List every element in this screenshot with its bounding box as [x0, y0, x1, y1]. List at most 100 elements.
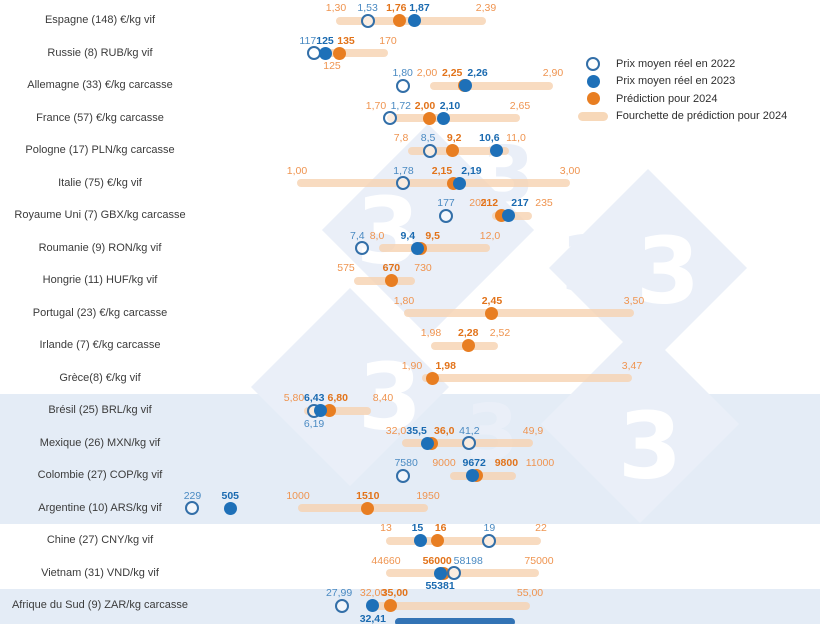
- legend-icon-wrap: [578, 56, 608, 71]
- chart-row: Italie (75) €/kg vif 1,00 3,00 1,78 2,15 2,19: [0, 164, 820, 200]
- value-label-2022: 8,5: [420, 132, 436, 145]
- value-label-2024: 35,00: [381, 587, 408, 600]
- dot-2024: [485, 306, 499, 320]
- dot-2022-open: [335, 598, 350, 613]
- watermark-glyph: 3: [635, 217, 701, 325]
- chart-row: Russie (8) RUB/kg vif 125 170 117 135 125: [0, 34, 820, 73]
- value-label-2024: 670: [382, 262, 401, 275]
- value-label-2023: 32,41: [359, 612, 386, 624]
- value-label-2022: 229: [183, 489, 202, 502]
- prediction-range-bar: [370, 601, 530, 610]
- value-label-2022: 1,80: [392, 67, 413, 80]
- chart-row: Colombie (27) COP/kg vif 9000 11000 7580 980…: [0, 457, 820, 492]
- value-label-2022: 6,19: [303, 417, 325, 430]
- dot-2023: [407, 14, 421, 27]
- prediction-range-bar: [297, 179, 570, 187]
- range-min-label: 8,0: [369, 229, 385, 242]
- value-label-2024: 56000: [422, 554, 452, 567]
- dot-2023: [313, 404, 327, 417]
- value-label-2024: 9,5: [425, 229, 440, 242]
- watermark-glyph: 3: [481, 129, 535, 219]
- value-label-2022: 1,53: [357, 2, 378, 15]
- value-label-2024: 2,25: [441, 67, 463, 80]
- prediction-range-bar: [304, 406, 371, 415]
- range-max-label: 11,0: [506, 132, 526, 145]
- range-min-label: 1,00: [286, 164, 308, 177]
- value-label-2024: 135: [337, 34, 355, 47]
- range-min-label: 1,98: [420, 327, 442, 340]
- value-label-2022: 1,78: [393, 164, 414, 177]
- row-label: Chine (27) CNY/kg vif: [46, 534, 154, 547]
- legend: Prix moyen réel en 2022 Prix moyen réel …: [578, 55, 787, 125]
- legend-label: Prix moyen réel en 2023: [616, 75, 736, 88]
- prediction-range-bar: [379, 244, 490, 252]
- chart-row: Chine (27) CNY/kg vif 13 22 19 15 16: [0, 522, 820, 557]
- value-label-2023: 2,26: [467, 67, 488, 80]
- dot-2022-open: [396, 176, 411, 190]
- range-min-label: 2,00: [416, 67, 438, 80]
- value-label-2024: 2,15: [431, 164, 453, 177]
- watermark-glyph: 3: [617, 392, 683, 500]
- chart-row: Portugal (23) €/kg carcasse 1,80 3,50 2,45: [0, 294, 820, 330]
- dot-2022-open: [439, 208, 453, 223]
- chart-row: Argentine (10) ARS/kg vif 1000 1950 229 1510…: [0, 489, 820, 525]
- range-max-label: 730: [414, 262, 432, 275]
- value-label-2023: 6,43: [304, 392, 325, 405]
- prediction-range-bar: [422, 374, 632, 382]
- row-label: Vietnam (31) VND/kg vif: [41, 566, 159, 579]
- dot-2023: [223, 501, 237, 515]
- legend-label: Prix moyen réel en 2022: [616, 57, 736, 70]
- prediction-range-bar: [430, 81, 553, 90]
- chart-row: Mexique (26) MXN/kg vif 32,0 49,9 41,2 36,0 3…: [0, 424, 820, 460]
- value-label-2024: 212: [480, 197, 499, 210]
- range-max-label: 75000: [524, 554, 554, 567]
- value-label-2023: 2,19: [461, 164, 482, 177]
- row-label: Pologne (17) PLN/kg carcasse: [25, 144, 175, 157]
- dot-2022-open: [382, 111, 397, 125]
- chart-row: Roumanie (9) RON/kg vif 8,0 12,0 7,4 9,5 9,4: [0, 229, 820, 265]
- prediction-range-bar: [354, 276, 415, 285]
- row-label: Roumanie (9) RON/kg vif: [38, 241, 162, 254]
- range-max-label: 3,47: [621, 359, 643, 372]
- range-min-label: 1000: [286, 489, 310, 502]
- dot-2022-open: [482, 533, 497, 548]
- watermark-glyph: 3: [465, 387, 519, 477]
- watermark-glyph: 3: [355, 177, 421, 285]
- range-max-label: 3,00: [559, 164, 581, 177]
- dot-2023: [413, 534, 427, 547]
- range-min-label: 575: [337, 262, 355, 275]
- range-min-label: 1,30: [325, 2, 347, 15]
- value-label-2024: 36,0: [434, 424, 455, 437]
- row-label: Portugal (23) €/kg carcasse: [32, 306, 168, 319]
- range-max-label: 3,50: [623, 294, 645, 307]
- prediction-range-bar: [387, 114, 520, 122]
- prediction-range-bar: [325, 49, 388, 57]
- value-label-2022: 27,99: [325, 587, 353, 600]
- dot-2022-open: [395, 78, 410, 93]
- chart-row: Afrique du Sud (9) ZAR/kg carcasse 32,00 5…: [0, 587, 820, 624]
- row-label: Hongrie (11) HUF/kg vif: [42, 274, 158, 287]
- value-label-2023: 505: [221, 489, 240, 502]
- row-label: France (57) €/kg carcasse: [36, 111, 164, 124]
- range-max-label: 2,52: [489, 327, 511, 340]
- legend-item-2024: Prédiction pour 2024: [578, 90, 787, 108]
- range-min-label: 32,0: [385, 424, 407, 437]
- dot-2022-open: [423, 143, 438, 158]
- legend-item-range: Fourchette de prédiction pour 2024: [578, 108, 787, 126]
- filled-circle-2023-icon: [586, 74, 600, 88]
- dot-2024: [332, 46, 346, 60]
- dot-2024: [426, 371, 440, 385]
- chart-row: Allemagne (33) €/kg carcasse 2,00 2,90 1,80…: [0, 67, 820, 102]
- legend-icon-wrap: [578, 92, 608, 106]
- value-label-2024: 2,28: [458, 327, 479, 340]
- dot-2022-open: [462, 436, 477, 450]
- prediction-range-bar: [386, 536, 541, 545]
- legend-item-2023: Prix moyen réel en 2023: [578, 73, 787, 91]
- range-bar-icon: [578, 111, 608, 121]
- dot-2023: [489, 144, 503, 157]
- dot-2024: [392, 14, 406, 27]
- legend-label: Fourchette de prédiction pour 2024: [616, 110, 788, 123]
- value-label-2024: 9,2: [446, 132, 462, 145]
- range-min-label: 125: [323, 60, 341, 73]
- dot-2022-open: [360, 13, 375, 28]
